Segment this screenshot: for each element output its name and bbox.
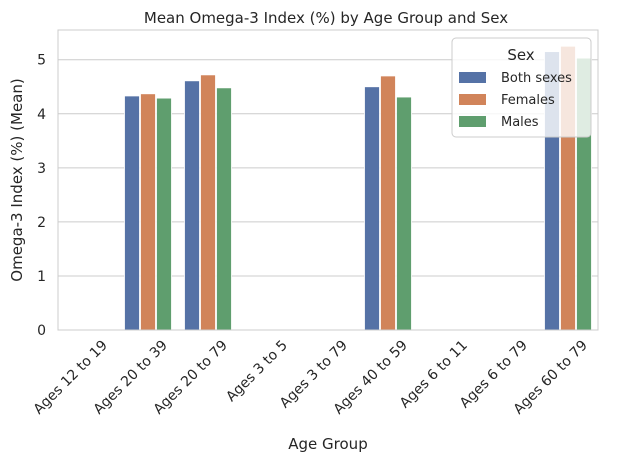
bar bbox=[124, 95, 140, 331]
y-tick-label: 1 bbox=[37, 269, 46, 285]
legend: Sex Both sexes Females Males bbox=[451, 37, 592, 138]
bar bbox=[184, 80, 200, 331]
y-tick-label: 3 bbox=[37, 161, 46, 177]
bar bbox=[396, 96, 412, 331]
y-tick-label: 0 bbox=[37, 323, 46, 339]
legend-label: Males bbox=[501, 115, 539, 130]
bar bbox=[140, 93, 156, 331]
legend-box bbox=[451, 37, 592, 138]
y-tick-label: 4 bbox=[37, 107, 46, 123]
y-tick-label: 2 bbox=[37, 215, 46, 231]
chart-title: Mean Omega-3 Index (%) by Age Group and … bbox=[144, 9, 508, 27]
bar bbox=[156, 97, 172, 331]
bar bbox=[364, 86, 380, 331]
legend-title: Sex bbox=[507, 46, 534, 64]
y-tick-label: 5 bbox=[37, 53, 46, 69]
legend-label: Both sexes bbox=[501, 71, 572, 86]
x-axis-label: Age Group bbox=[288, 435, 367, 453]
bar bbox=[200, 74, 216, 331]
bar bbox=[216, 87, 232, 331]
legend-label: Females bbox=[501, 93, 555, 108]
legend-swatch bbox=[459, 116, 486, 127]
legend-swatch bbox=[459, 72, 486, 83]
y-axis-label: Omega-3 Index (%) (Mean) bbox=[8, 78, 26, 281]
y-tick-labels: 0 1 2 3 4 5 bbox=[37, 53, 46, 339]
plot-frame bbox=[57, 29, 599, 331]
bars bbox=[124, 45, 592, 331]
bar bbox=[380, 75, 396, 331]
legend-swatch bbox=[459, 94, 486, 105]
